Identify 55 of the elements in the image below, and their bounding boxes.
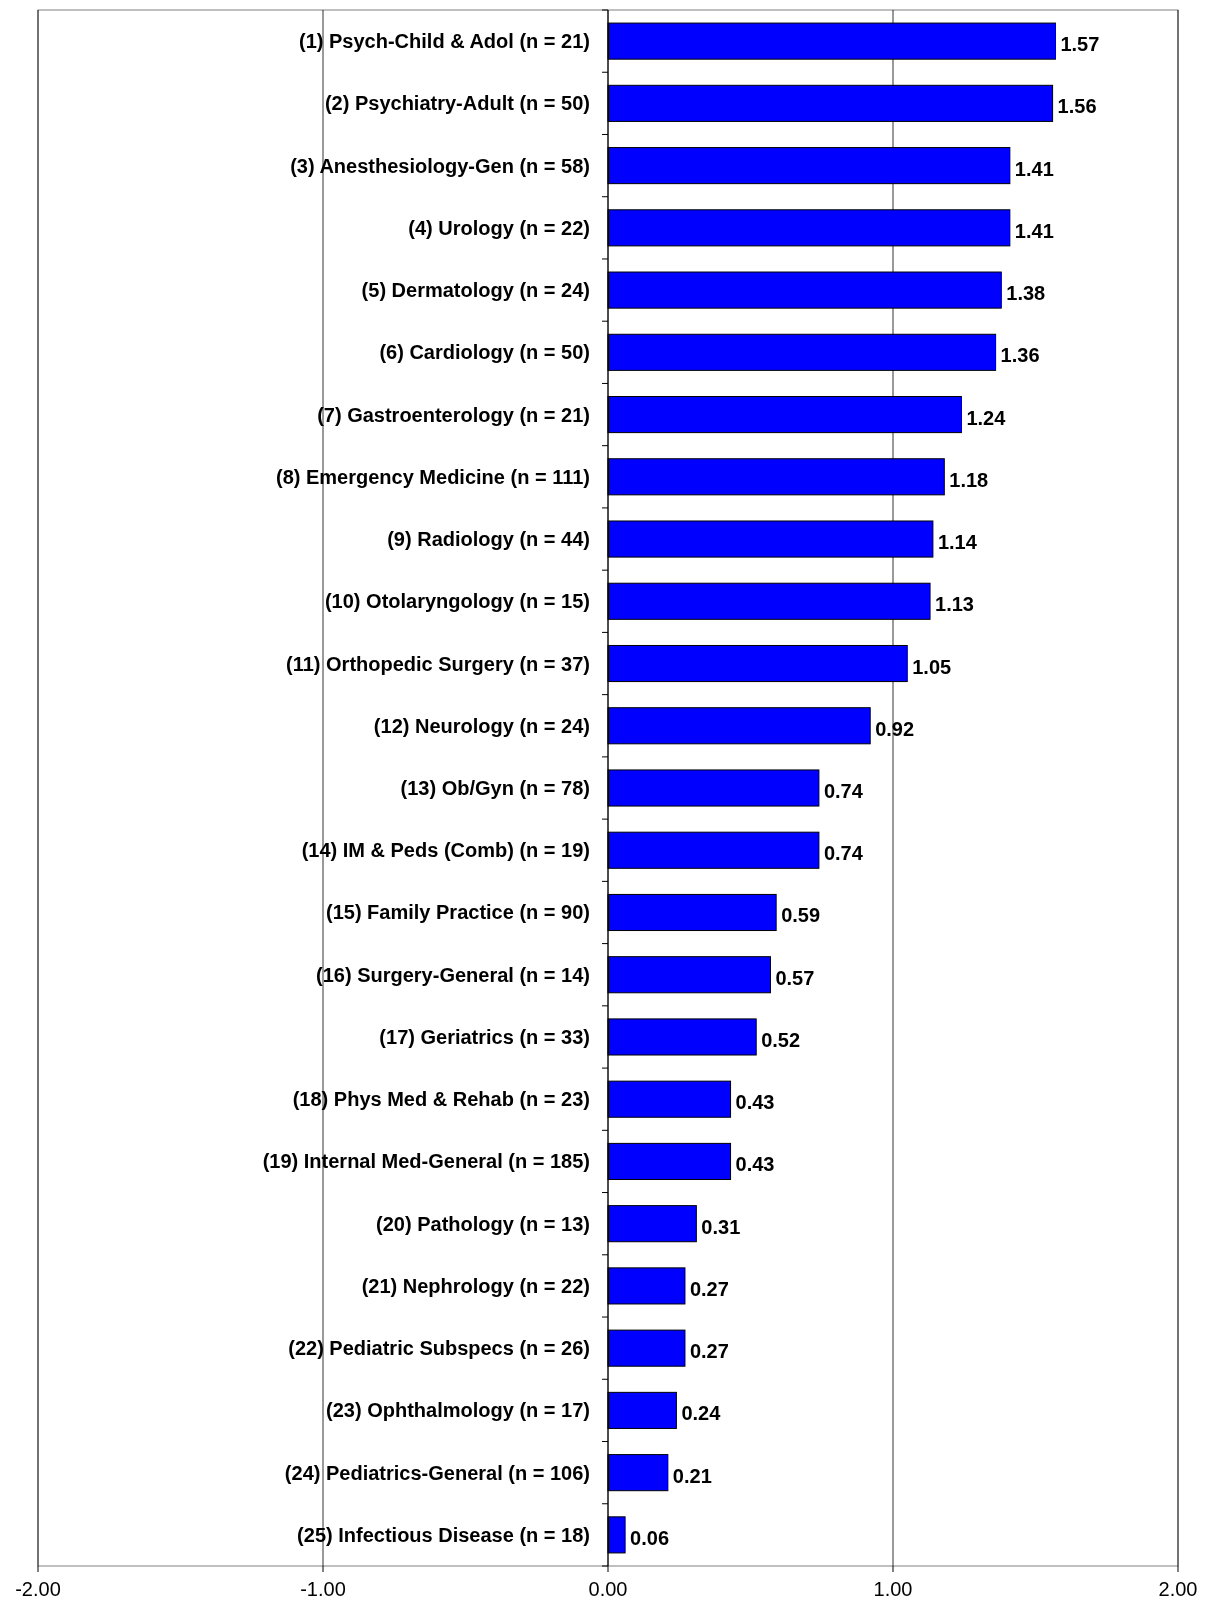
y-tick-label: (20) Pathology (n = 13): [376, 1212, 590, 1235]
data-label: 1.13: [935, 593, 974, 616]
data-label: 1.41: [1014, 157, 1054, 180]
y-tick-label: (11) Orthopedic Surgery (n = 37): [286, 652, 590, 675]
data-label: 0.31: [701, 1215, 741, 1238]
y-tick-label: (3) Anesthesiology-Gen (n = 58): [290, 154, 590, 177]
data-label: 0.43: [735, 1091, 775, 1114]
data-label: 0.06: [630, 1526, 670, 1549]
y-tick-label: (17) Geriatrics (n = 33): [379, 1025, 590, 1048]
data-label: 1.24: [966, 406, 1007, 429]
x-tick-label: -2.00: [15, 1578, 61, 1600]
y-tick-label: (19) Internal Med-General (n = 185): [262, 1150, 590, 1173]
data-label: 0.59: [781, 904, 821, 927]
y-tick-label: (5) Dermatology (n = 24): [361, 279, 590, 302]
data-label: 1.36: [1000, 344, 1040, 367]
y-tick-label: (2) Psychiatry-Adult (n = 50): [324, 92, 590, 115]
data-label: 0.57: [775, 966, 815, 989]
data-label: 1.41: [1014, 219, 1054, 242]
y-tick-label: (23) Ophthalmology (n = 17): [326, 1399, 590, 1422]
y-tick-label: (25) Infectious Disease (n = 18): [297, 1523, 590, 1546]
data-label: 1.18: [949, 468, 989, 491]
y-tick-label: (4) Urology (n = 22): [408, 216, 590, 239]
y-tick-label: (18) Phys Med & Rehab (n = 23): [292, 1088, 590, 1111]
data-label: 1.38: [1006, 282, 1046, 305]
data-label: 0.24: [681, 1402, 722, 1425]
y-tick-label: (10) Otolaryngology (n = 15): [324, 590, 590, 613]
y-tick-label: (24) Pediatrics-General (n = 106): [284, 1461, 590, 1484]
data-label: 1.14: [937, 531, 978, 554]
y-tick-label: (9) Radiology (n = 44): [387, 528, 590, 551]
y-tick-label: (1) Psych-Child & Adol (n = 21): [299, 30, 590, 53]
data-label: 0.27: [689, 1340, 729, 1363]
data-label: 0.27: [689, 1277, 729, 1300]
data-label: 1.05: [912, 655, 952, 678]
data-label: 1.56: [1057, 95, 1097, 118]
x-tick-label: 0.00: [588, 1578, 628, 1600]
data-label: 1.57: [1060, 33, 1100, 56]
data-label: 0.74: [823, 780, 864, 802]
y-tick-label: (16) Surgery-General (n = 14): [316, 963, 590, 986]
x-tick-label: 2.00: [1158, 1578, 1198, 1600]
y-tick-label: (22) Pediatric Subspecs (n = 26): [288, 1337, 590, 1360]
y-tick-label: (12) Neurology (n = 24): [373, 714, 590, 737]
y-tick-label: (6) Cardiology (n = 50): [379, 341, 590, 364]
y-tick-label: (7) Gastroenterology (n = 21): [317, 403, 590, 426]
x-tick-label: -1.00: [300, 1578, 346, 1600]
data-label: 0.21: [672, 1464, 712, 1487]
data-label: 0.43: [735, 1153, 775, 1176]
data-label: 0.92: [875, 717, 915, 740]
y-tick-label: (13) Ob/Gyn (n = 78): [400, 777, 590, 799]
y-tick-label: (8) Emergency Medicine (n = 111): [275, 465, 590, 488]
data-label: 0.52: [761, 1028, 801, 1051]
y-tick-label: (21) Nephrology (n = 22): [361, 1274, 590, 1297]
y-tick-label: (15) Family Practice (n = 90): [325, 901, 590, 924]
x-tick-label: 1.00: [873, 1578, 913, 1600]
y-tick-label: (14) IM & Peds (Comb) (n = 19): [301, 839, 590, 862]
data-label: 0.74: [823, 842, 864, 865]
